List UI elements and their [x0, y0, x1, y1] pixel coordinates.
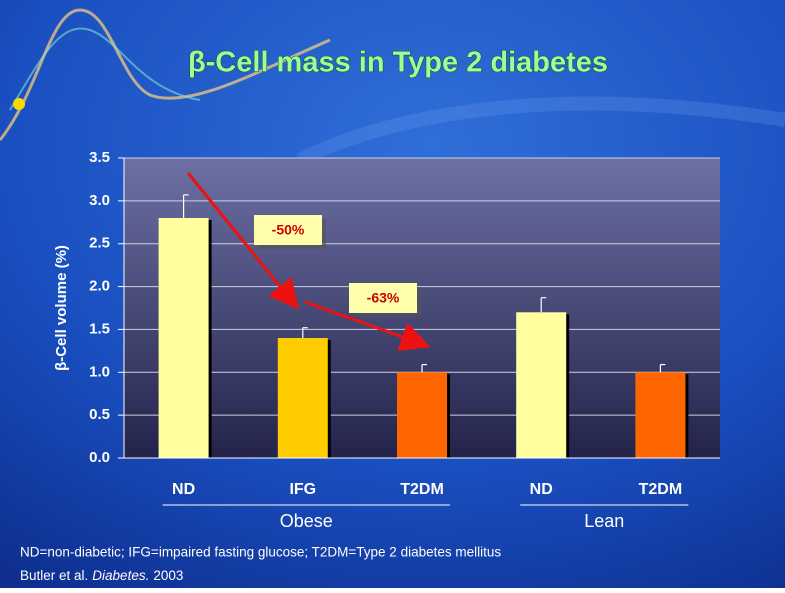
decoration: [9, 27, 201, 111]
bar: [277, 338, 328, 458]
bar: [516, 312, 567, 458]
arrow: [304, 300, 431, 352]
error-bar: [540, 297, 547, 313]
citation-authors: Butler et al.: [20, 568, 88, 583]
citation-year: 2003: [153, 568, 183, 583]
y-tick-label: 2.0: [89, 278, 110, 295]
citation: Butler et al. Diabetes. 2003: [20, 568, 183, 583]
x-tick-label: T2DM: [639, 481, 683, 498]
y-tick-label: 3.0: [89, 192, 110, 209]
bar: [158, 218, 209, 458]
annotation-box: [349, 283, 417, 313]
y-tick-label: 1.5: [89, 320, 110, 337]
y-tick-label: 2.5: [89, 235, 110, 252]
error-bar: [183, 194, 189, 218]
decoration: [296, 96, 785, 167]
group-label: Lean: [584, 511, 624, 531]
x-tick-label: ND: [530, 481, 553, 498]
error-bar: [421, 363, 427, 373]
slide-title: β-Cell mass in Type 2 diabetes: [188, 47, 608, 79]
citation-journal: Diabetes.: [92, 568, 149, 583]
footnote: ND=non-diabetic; IFG=impaired fasting gl…: [20, 545, 501, 560]
y-tick-label: 0.0: [89, 449, 110, 466]
arrow: [186, 172, 299, 310]
annotation: -63%: [367, 290, 400, 306]
x-tick-label: IFG: [289, 481, 316, 498]
y-tick-label: 3.5: [89, 149, 110, 166]
error-bar: [659, 363, 666, 373]
error-bar: [302, 327, 308, 338]
annotation: -50%: [272, 222, 305, 238]
annotation-box: [254, 215, 322, 245]
x-tick-label: T2DM: [400, 481, 444, 498]
x-tick-label: ND: [172, 481, 195, 498]
decoration-dot: [13, 98, 25, 110]
group-label: Obese: [280, 511, 333, 531]
bar: [635, 372, 686, 458]
bar: [397, 372, 447, 458]
y-tick-label: 0.5: [89, 406, 110, 423]
y-axis-label: β-Cell volume (%): [53, 245, 70, 371]
y-tick-label: 1.0: [89, 363, 110, 380]
